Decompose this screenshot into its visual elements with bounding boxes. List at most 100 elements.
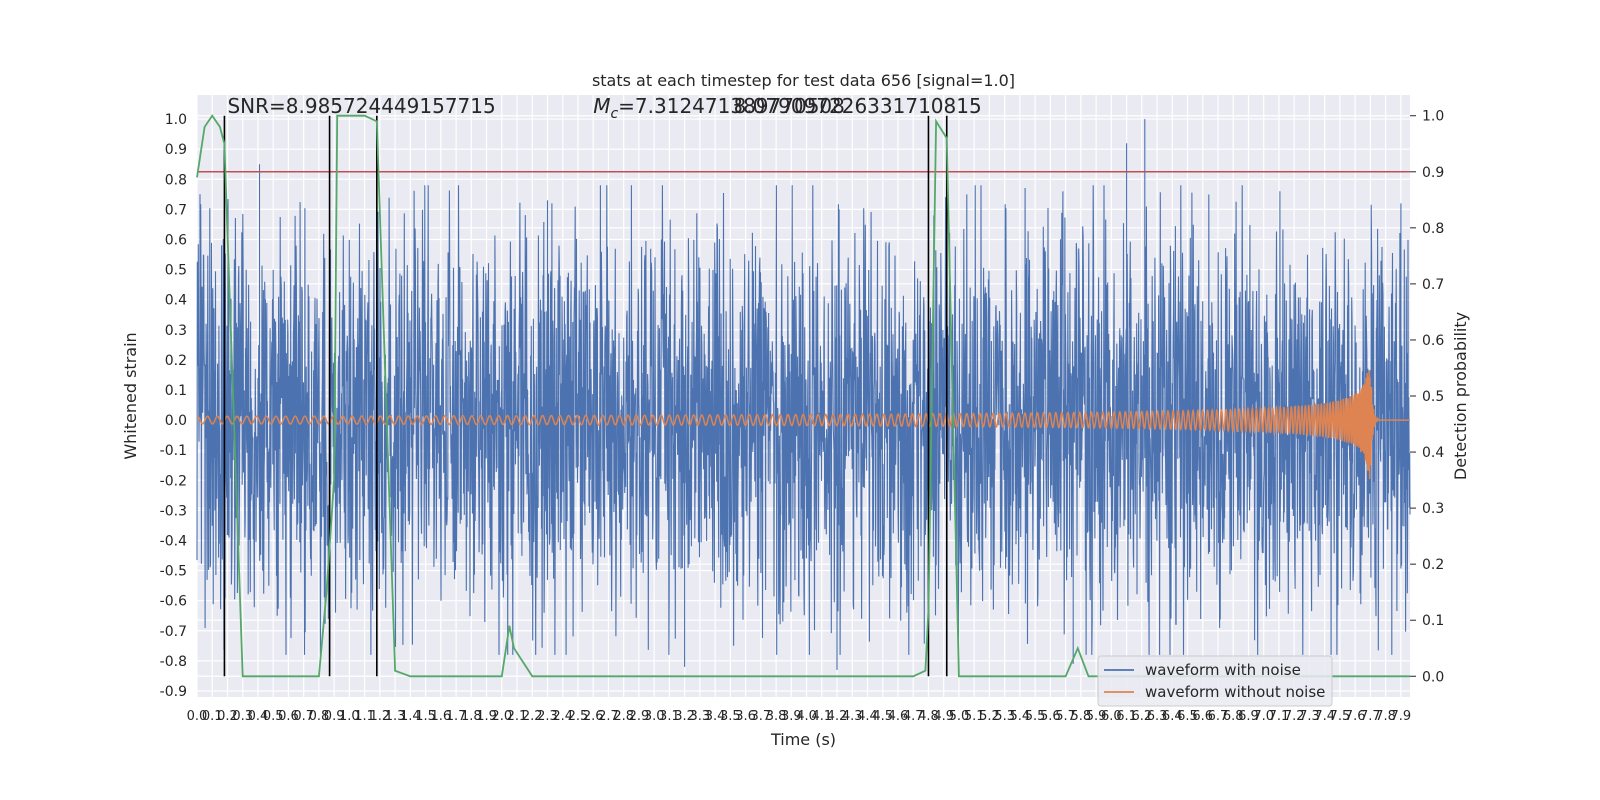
x-tick-label: 7.1 xyxy=(1269,709,1290,724)
x-tick-label: 3.5 xyxy=(720,709,741,724)
x-tick-label: 1.6 xyxy=(430,709,451,724)
x-tick-label: 1.2 xyxy=(370,709,391,724)
x-axis-label: Time (s) xyxy=(770,730,836,749)
series-detection-probability xyxy=(196,114,1410,678)
chart-title: stats at each timestep for test data 656… xyxy=(592,71,1015,90)
y-left-tick-label: -0.1 xyxy=(160,443,187,459)
chirp-mass-value: =7.312471389770508 xyxy=(618,94,845,118)
x-tick-label: 4.0 xyxy=(796,709,817,724)
x-tick-label: 2.9 xyxy=(629,709,650,724)
chirp-mass-annotation: Mc=7.312471389770508 xyxy=(593,94,845,122)
x-tick-label: 7.4 xyxy=(1314,709,1335,724)
series-layer xyxy=(196,114,1411,678)
x-tick-label: 3.3 xyxy=(690,709,711,724)
x-tick-label: 3.6 xyxy=(735,709,756,724)
y-right-tick-label: 0.7 xyxy=(1422,277,1444,293)
y-axis-left-label: Whitened strain xyxy=(121,332,140,459)
x-tick-label: 5.6 xyxy=(1040,709,1061,724)
chirp-mass-subscript: c xyxy=(610,106,618,122)
x-tick-label: 4.8 xyxy=(918,709,939,724)
x-tick-label: 4.9 xyxy=(933,709,954,724)
y-right-tick-label: 1.0 xyxy=(1422,109,1444,125)
x-tick-label: 7.6 xyxy=(1345,709,1366,724)
x-tick-label: 7.7 xyxy=(1360,709,1381,724)
y-left-tick-label: 0.5 xyxy=(165,263,187,279)
y-right-tick-label: 0.8 xyxy=(1422,221,1444,237)
y-right-tick-label: 0.9 xyxy=(1422,165,1444,181)
y-left-tick-label: 0.0 xyxy=(165,413,187,429)
x-tick-label: 3.2 xyxy=(674,709,695,724)
x-tick-label: 4.6 xyxy=(888,709,909,724)
x-tick-label: 6.5 xyxy=(1177,709,1198,724)
x-tick-label: 3.7 xyxy=(750,709,771,724)
x-tick-label: 0.0 xyxy=(187,709,208,724)
x-tick-label: 2.2 xyxy=(522,709,543,724)
x-tick-label: 7.3 xyxy=(1299,709,1320,724)
x-tick-label: 5.3 xyxy=(994,709,1015,724)
x-tick-label: 2.6 xyxy=(583,709,604,724)
x-tick-label: 1.3 xyxy=(385,709,406,724)
y-left-tick-label: 0.9 xyxy=(165,142,187,158)
x-tick-label: 2.3 xyxy=(537,709,558,724)
x-tick-label: 1.5 xyxy=(415,709,436,724)
x-tick-label: 7.2 xyxy=(1284,709,1305,724)
y-left-tick-label: -0.7 xyxy=(160,624,187,640)
x-tick-label: 3.9 xyxy=(781,709,802,724)
x-tick-label: 6.8 xyxy=(1223,709,1244,724)
legend-entry-label: waveform with noise xyxy=(1145,661,1301,679)
x-tick-label: 7.0 xyxy=(1253,709,1274,724)
y-right-tick-label: 0.2 xyxy=(1422,557,1444,573)
x-tick-label: 5.7 xyxy=(1055,709,1076,724)
y-right-tick-label: 0.6 xyxy=(1422,333,1444,349)
annotations: SNR=8.985724449157715 Mc=7.31247138977050… xyxy=(227,94,981,122)
x-tick-label: 0.8 xyxy=(309,709,330,724)
x-tick-label: 1.0 xyxy=(339,709,360,724)
x-tick-label: 5.5 xyxy=(1025,709,1046,724)
x-tick-label: 5.8 xyxy=(1071,709,1092,724)
x-tick-label: 4.7 xyxy=(903,709,924,724)
overlapping-annotation: 8.079097226331710815 xyxy=(734,94,982,118)
chirp-mass-symbol: M xyxy=(593,94,610,118)
legend-box xyxy=(1097,655,1333,707)
x-tick-label: 0.3 xyxy=(232,709,253,724)
y-left-tick-label: 1.0 xyxy=(165,112,187,128)
x-tick-label: 4.1 xyxy=(811,709,832,724)
x-tick-label: 3.4 xyxy=(705,709,726,724)
y-left-tick-label: -0.9 xyxy=(160,684,187,700)
x-tick-label: 4.3 xyxy=(842,709,863,724)
y-left-tick-label: -0.2 xyxy=(160,473,187,489)
x-tick-label: 1.4 xyxy=(400,709,421,724)
y-right-tick-label: 0.5 xyxy=(1422,389,1444,405)
x-axis-ticks: 0.00.10.20.30.40.50.60.70.80.91.01.11.21… xyxy=(187,709,1412,724)
x-tick-label: 6.9 xyxy=(1238,709,1259,724)
y-left-tick-label: 0.6 xyxy=(165,232,187,248)
y-right-tick-label: 0.4 xyxy=(1422,445,1444,461)
x-tick-label: 5.0 xyxy=(949,709,970,724)
x-tick-label: 4.5 xyxy=(872,709,893,724)
x-tick-label: 6.2 xyxy=(1131,709,1152,724)
legend: waveform with noise waveform without nois… xyxy=(1097,655,1333,707)
x-tick-label: 7.5 xyxy=(1330,709,1351,724)
y-left-tick-label: -0.5 xyxy=(160,564,187,580)
y-left-tick-label: -0.3 xyxy=(160,503,187,519)
y-left-tick-label: -0.4 xyxy=(160,533,187,549)
snr-annotation: SNR=8.985724449157715 xyxy=(227,94,495,118)
x-tick-label: 2.5 xyxy=(568,709,589,724)
x-tick-label: 1.7 xyxy=(446,709,467,724)
x-tick-label: 2.4 xyxy=(552,709,573,724)
x-tick-label: 3.1 xyxy=(659,709,680,724)
x-tick-label: 0.5 xyxy=(263,709,284,724)
x-tick-label: 0.2 xyxy=(217,709,238,724)
x-tick-label: 2.8 xyxy=(613,709,634,724)
x-tick-label: 0.4 xyxy=(248,709,269,724)
y-left-tick-label: 0.2 xyxy=(165,353,187,369)
legend-entry-label: waveform without noise xyxy=(1145,683,1325,701)
x-tick-label: 2.1 xyxy=(507,709,528,724)
x-tick-label: 0.1 xyxy=(202,709,223,724)
x-tick-label: 1.8 xyxy=(461,709,482,724)
x-tick-label: 3.0 xyxy=(644,709,665,724)
x-tick-label: 7.8 xyxy=(1375,709,1396,724)
x-tick-label: 4.4 xyxy=(857,709,878,724)
x-tick-label: 7.9 xyxy=(1391,709,1412,724)
